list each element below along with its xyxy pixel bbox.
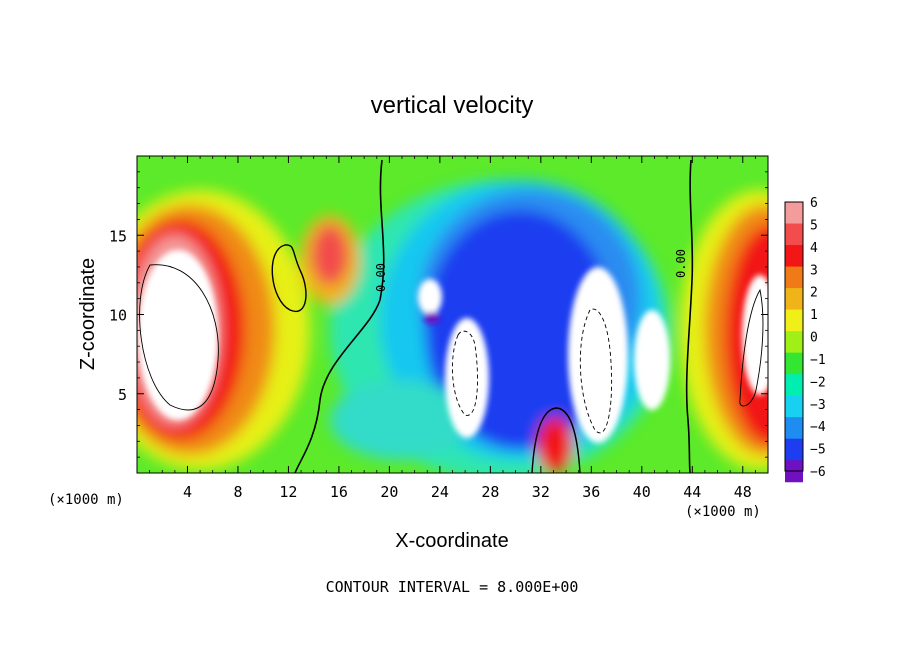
colorbar-swatch [785,331,803,354]
x-tick-label: 40 [633,483,651,501]
x-unit-left: (×1000 m) [48,492,124,508]
zone-lower-cyan [330,380,470,460]
zero-contour-mid [271,244,307,313]
colorbar-frame [784,201,804,472]
colorbar-swatch [785,223,803,246]
colorbar-swatch [785,352,803,375]
field-saturated [138,250,768,443]
colorbar-label: −2 [810,375,826,390]
colorbar-label: −5 [810,443,826,458]
colorbar: 6 5 4 3 2 1 0 −1 −2 −3 −4 −5 −6 [784,196,826,483]
x-tick-label: 20 [380,483,398,501]
colorbar-label: 4 [810,241,818,256]
contour-interval-footer: CONTOUR INTERVAL = 8.000E+00 [326,578,579,596]
x-tick-label: 8 [233,483,242,501]
x-tick-label: 44 [683,483,701,501]
colorbar-swatch [785,438,803,461]
x-tick-label: 28 [481,483,499,501]
x-tick-label: 12 [279,483,297,501]
sat-core-22 [418,279,442,315]
colorbar-label: 5 [810,218,818,233]
zero-contour-bottom [531,407,581,473]
colorbar-swatch [785,266,803,289]
colorbar-label: 3 [810,263,818,278]
colorbar-swatch [785,395,803,418]
x-tick-label: 36 [582,483,600,501]
x-tick-label: 4 [183,483,192,501]
x-tick-label: 16 [330,483,348,501]
y-tick-label: 15 [109,227,127,245]
x-axis-ticks: 4 8 12 16 20 24 28 32 36 40 44 48 [149,156,756,501]
zone-bottom-red [537,417,573,473]
neg-contour-26 [451,330,478,416]
colorbar-label: −6 [810,465,826,480]
chart-title: vertical velocity [371,92,534,119]
contour-label-2: 0.00 [674,249,688,278]
contour-label-1: 0.00 [374,263,388,292]
x-tick-label: 24 [431,483,449,501]
colorbar-swatch [785,417,803,440]
sat-left-core [138,250,218,420]
sat-core-40 [634,310,670,410]
heatmap-field: 0.00 0.00 [137,156,768,473]
dd-fringe-1 [424,312,440,324]
pos-contour-right [739,288,764,407]
colorbar-swatch [785,245,803,268]
colorbar-label: 1 [810,308,818,323]
pos-contour-left [139,264,219,411]
x-tick-label: 48 [734,483,752,501]
colorbar-swatch [785,374,803,397]
y-axis-ticks: 5 10 15 [109,171,768,458]
sat-right-core [742,275,768,395]
colorbar-label: −4 [810,420,826,435]
x-tick-label: 32 [532,483,550,501]
colorbar-swatch [785,309,803,332]
zero-contour-right [685,159,694,473]
x-axis-label: X-coordinate [395,530,508,552]
colorbar-label: 2 [810,286,818,301]
sat-core-26 [445,318,489,438]
colorbar-swatch [785,288,803,311]
y-axis-label: Z-coordinate [77,258,99,370]
x-unit-right: (×1000 m) [685,504,761,520]
contour-labels: 0.00 0.00 [374,249,688,292]
zone-mid-red [312,225,348,285]
y-tick-label: 10 [109,307,127,325]
colorbar-label: 0 [810,331,818,346]
colorbar-label: −1 [810,353,826,368]
zero-contour-left [294,159,385,473]
sat-core-37 [568,267,628,443]
contours [139,159,764,473]
colorbar-label: −3 [810,398,826,413]
neg-contour-37 [579,308,613,434]
colorbar-label: 6 [810,196,818,211]
colorbar-swatch [785,202,803,225]
y-tick-label: 5 [118,386,127,404]
